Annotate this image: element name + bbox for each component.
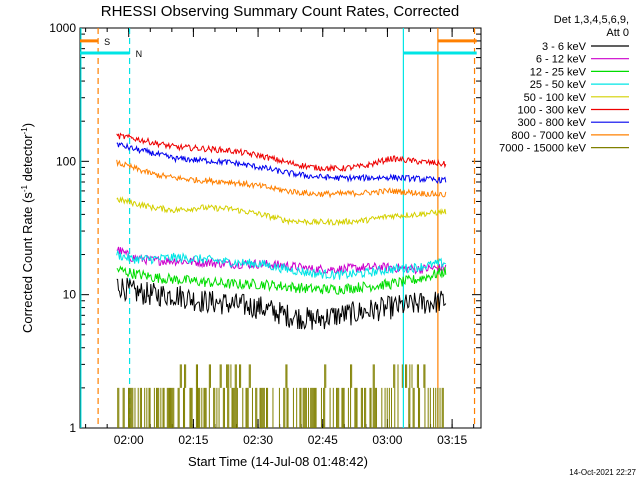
y-tick-label: 10 [63, 288, 77, 302]
legend-header-line2: Att 0 [606, 27, 629, 39]
flag-label: S [104, 37, 110, 47]
legend-label: 25 - 50 keV [530, 79, 587, 91]
x-tick-label: 02:00 [114, 433, 144, 447]
legend-header-line1: Det 1,3,4,5,6,9, [554, 14, 629, 26]
x-tick-label: 03:15 [437, 433, 467, 447]
flag-label: N [136, 49, 143, 59]
x-tick-label: 02:45 [308, 433, 338, 447]
legend-label: 50 - 100 keV [524, 92, 587, 104]
plot-area: SN [79, 27, 482, 429]
series-line [116, 142, 447, 184]
legend-label: 6 - 12 keV [536, 54, 587, 66]
legend-label: 12 - 25 keV [530, 66, 587, 78]
x-tick-label: 02:30 [243, 433, 273, 447]
series-line [116, 159, 447, 199]
y-tick-label: 100 [56, 154, 76, 168]
series-line [116, 132, 447, 173]
series-line [116, 249, 446, 281]
legend-label: 800 - 7000 keV [511, 130, 586, 142]
x-axis-label: Start Time (14-Jul-08 01:48:42) [188, 454, 368, 469]
plot-frame [79, 27, 482, 429]
x-tick-label: 02:15 [178, 433, 208, 447]
footer-timestamp: 14-Oct-2021 22:27 [569, 468, 636, 477]
legend-label: 7000 - 15000 keV [499, 143, 587, 155]
legend-label: 100 - 300 keV [518, 105, 587, 117]
x-tick-label: 03:00 [372, 433, 402, 447]
series-line [116, 277, 447, 330]
series-line [116, 196, 447, 227]
y-tick-label: 1 [69, 421, 76, 435]
legend-label: 300 - 800 keV [518, 117, 587, 129]
y-axis-label: Corrected Count Rate (s-1 detector-1) [20, 123, 35, 333]
legend-label: 3 - 6 keV [542, 41, 587, 53]
series-line [116, 265, 447, 295]
chart-title: RHESSI Observing Summary Count Rates, Co… [101, 3, 459, 20]
y-tick-label: 1000 [49, 21, 76, 35]
